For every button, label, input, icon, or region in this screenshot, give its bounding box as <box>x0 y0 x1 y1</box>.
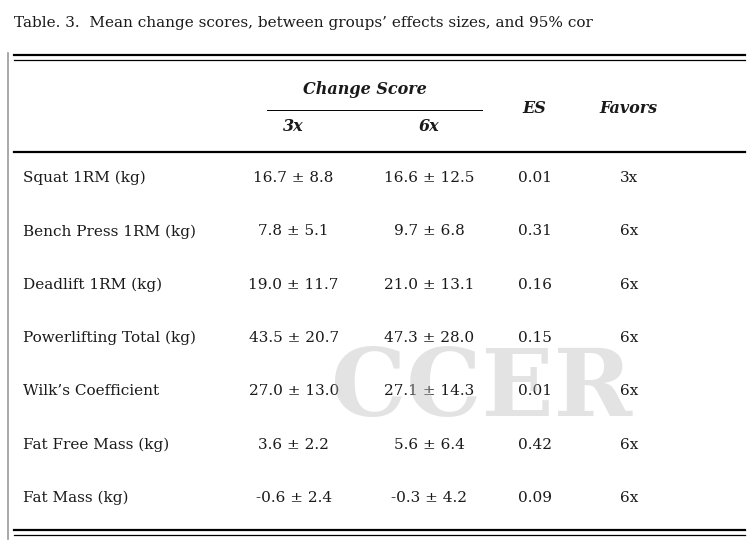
Point <box>263 107 272 114</box>
Text: 43.5 ± 20.7: 43.5 ± 20.7 <box>248 331 339 345</box>
Text: 27.0 ± 13.0: 27.0 ± 13.0 <box>248 384 339 398</box>
Text: Fat Mass (kg): Fat Mass (kg) <box>23 491 128 505</box>
Text: Change Score: Change Score <box>303 81 427 97</box>
Text: 0.16: 0.16 <box>517 278 552 292</box>
Text: 6x: 6x <box>620 438 638 452</box>
Text: 47.3 ± 28.0: 47.3 ± 28.0 <box>384 331 474 345</box>
Text: 6x: 6x <box>419 119 440 135</box>
Text: 21.0 ± 13.1: 21.0 ± 13.1 <box>384 278 474 292</box>
Text: 16.7 ± 8.8: 16.7 ± 8.8 <box>254 171 334 185</box>
Text: 9.7 ± 6.8: 9.7 ± 6.8 <box>394 224 465 238</box>
Text: Deadlift 1RM (kg): Deadlift 1RM (kg) <box>23 277 162 292</box>
Text: -0.3 ± 4.2: -0.3 ± 4.2 <box>392 491 467 505</box>
Text: 6x: 6x <box>620 384 638 398</box>
Text: Bench Press 1RM (kg): Bench Press 1RM (kg) <box>23 224 196 238</box>
Text: -0.6 ± 2.4: -0.6 ± 2.4 <box>255 491 332 505</box>
Text: 0.15: 0.15 <box>518 331 551 345</box>
Text: 6x: 6x <box>620 491 638 505</box>
Text: 5.6 ± 6.4: 5.6 ± 6.4 <box>394 438 465 452</box>
Text: CCER: CCER <box>331 345 633 435</box>
Text: 6x: 6x <box>620 278 638 292</box>
Text: 3.6 ± 2.2: 3.6 ± 2.2 <box>258 438 329 452</box>
Text: 6x: 6x <box>620 224 638 238</box>
Text: Wilk’s Coefficient: Wilk’s Coefficient <box>23 384 159 398</box>
Text: Fat Free Mass (kg): Fat Free Mass (kg) <box>23 438 169 452</box>
Text: ES: ES <box>523 100 547 116</box>
Text: Powerlifting Total (kg): Powerlifting Total (kg) <box>23 331 196 345</box>
Text: 16.6 ± 12.5: 16.6 ± 12.5 <box>384 171 474 185</box>
Text: 3x: 3x <box>283 119 304 135</box>
Text: 7.8 ± 5.1: 7.8 ± 5.1 <box>258 224 329 238</box>
Text: 27.1 ± 14.3: 27.1 ± 14.3 <box>384 384 474 398</box>
Text: Table. 3.  Mean change scores, between groups’ effects sizes, and 95% cor: Table. 3. Mean change scores, between gr… <box>14 16 593 30</box>
Text: Squat 1RM (kg): Squat 1RM (kg) <box>23 171 145 185</box>
Text: 0.09: 0.09 <box>517 491 552 505</box>
Text: 3x: 3x <box>620 171 638 185</box>
Text: 19.0 ± 11.7: 19.0 ± 11.7 <box>248 278 339 292</box>
Point <box>477 107 486 114</box>
Text: 6x: 6x <box>620 331 638 345</box>
Text: Favors: Favors <box>599 100 658 116</box>
Text: 0.01: 0.01 <box>517 384 552 398</box>
Text: 0.31: 0.31 <box>518 224 551 238</box>
Text: 0.42: 0.42 <box>517 438 552 452</box>
Text: 0.01: 0.01 <box>517 171 552 185</box>
